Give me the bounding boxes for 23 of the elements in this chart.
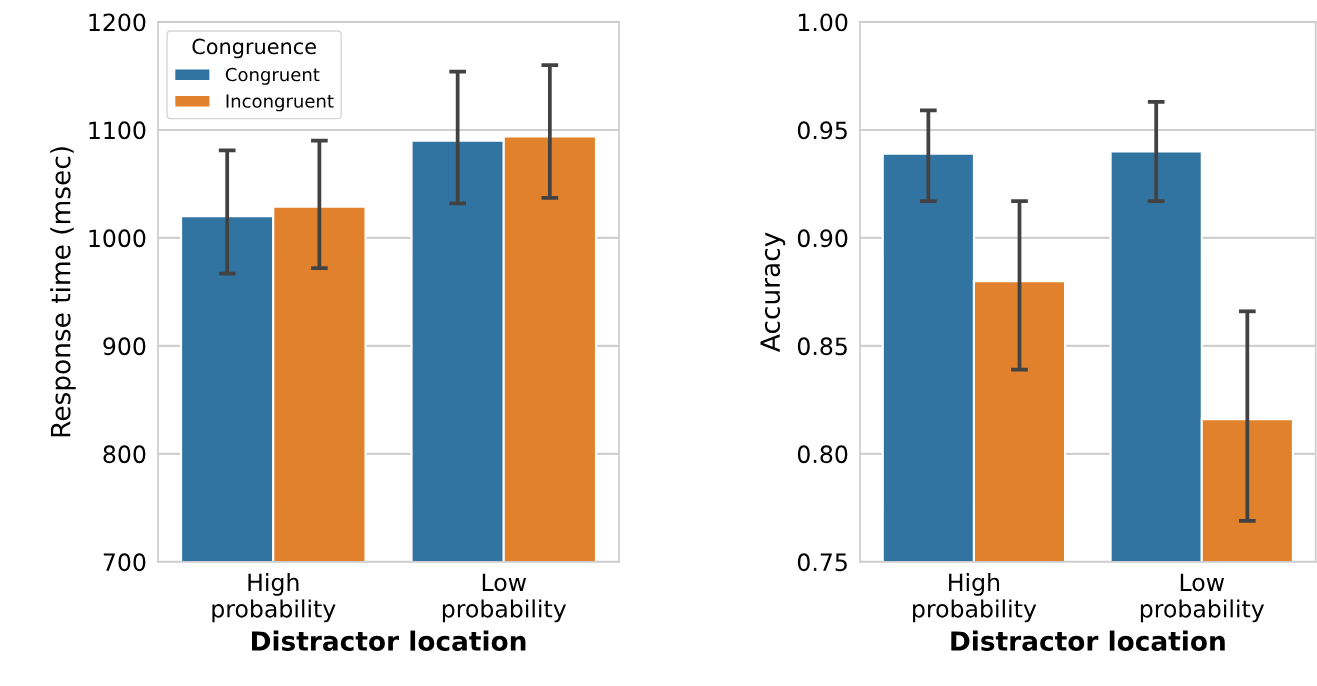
legend-label: Congruent	[225, 67, 320, 85]
y-tick-label: 1100	[89, 121, 146, 140]
x-axis-title: Distractor location	[252, 630, 526, 651]
y-tick-label: 800	[103, 445, 146, 464]
y-tick-label: 1.00	[798, 13, 848, 32]
y-tick-label: 0.80	[797, 445, 848, 464]
y-axis-title: Response time (msec)	[50, 147, 76, 437]
y-tick-label: 0.95	[797, 121, 847, 140]
x-tick-label: High probability	[212, 572, 336, 623]
legend-title: Congruence	[192, 38, 316, 59]
y-axis-title: Accuracy	[760, 232, 786, 352]
y-tick-label: 0.75	[797, 553, 847, 572]
y-tick-label: 1200	[89, 13, 146, 32]
x-tick-label: High probability	[913, 572, 1037, 623]
y-tick-label: 700	[103, 553, 146, 572]
y-tick-label: 900	[103, 337, 146, 356]
x-axis-title: Distractor location	[951, 630, 1225, 651]
y-tick-label: 0.85	[797, 337, 847, 356]
y-tick-label: 0.90	[797, 229, 848, 248]
x-tick-label: Low probability	[442, 573, 567, 623]
legend-label: Incongruent	[226, 94, 334, 112]
x-tick-label: Low probability	[1140, 573, 1265, 623]
y-tick-label: 1000	[89, 229, 146, 248]
